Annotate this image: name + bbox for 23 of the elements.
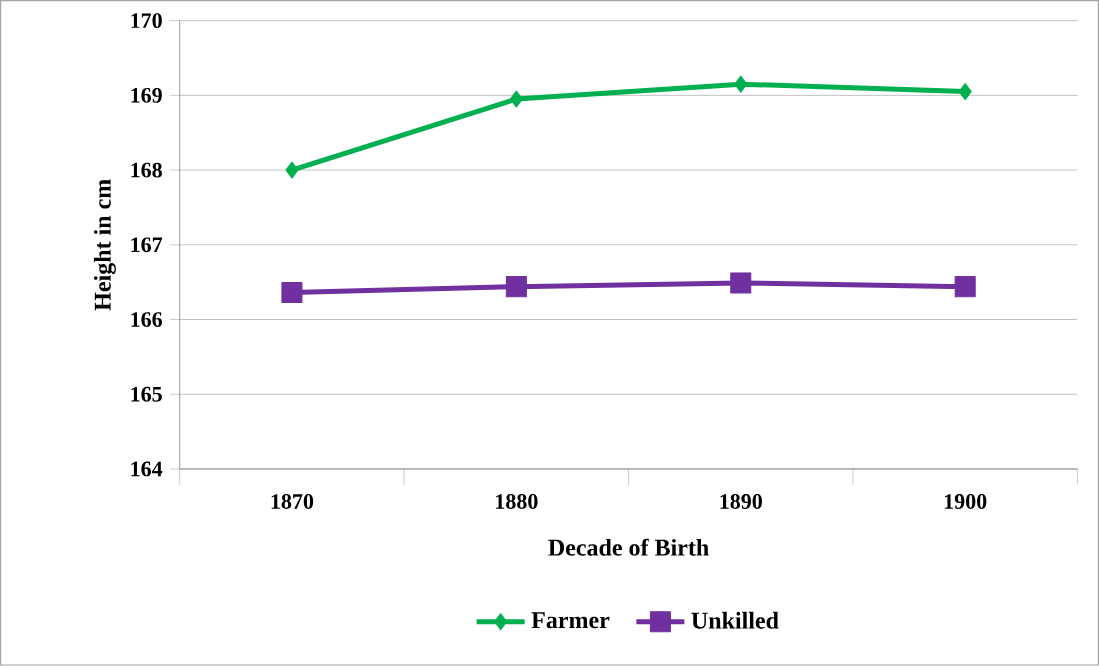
- y-axis-title: Height in cm: [93, 179, 116, 311]
- point: [505, 276, 527, 298]
- x-tick-label: 1880: [496, 494, 538, 510]
- legend-label: Unkilled: [691, 612, 779, 629]
- y-tick-label: 168: [131, 162, 162, 178]
- y-tick-label: 166: [131, 312, 162, 328]
- point: [509, 90, 523, 108]
- point: [285, 161, 299, 179]
- y-tick-label: 164: [131, 461, 163, 477]
- x-tick-label: 1900: [944, 494, 987, 510]
- x-tick-label: 1870: [271, 494, 314, 510]
- point: [954, 276, 976, 298]
- point: [281, 282, 303, 304]
- point: [734, 75, 748, 93]
- legend-label: Farmer: [531, 612, 610, 629]
- y-tick-label: 170: [131, 13, 162, 29]
- point: [730, 272, 752, 294]
- y-tick-label: 169: [131, 88, 162, 103]
- x-tick-label: 1890: [720, 494, 762, 510]
- y-tick-label: 165: [131, 387, 162, 402]
- x-axis-title: Decade of Birth: [548, 538, 709, 556]
- y-tick-label: 167: [131, 237, 163, 253]
- point: [958, 83, 972, 101]
